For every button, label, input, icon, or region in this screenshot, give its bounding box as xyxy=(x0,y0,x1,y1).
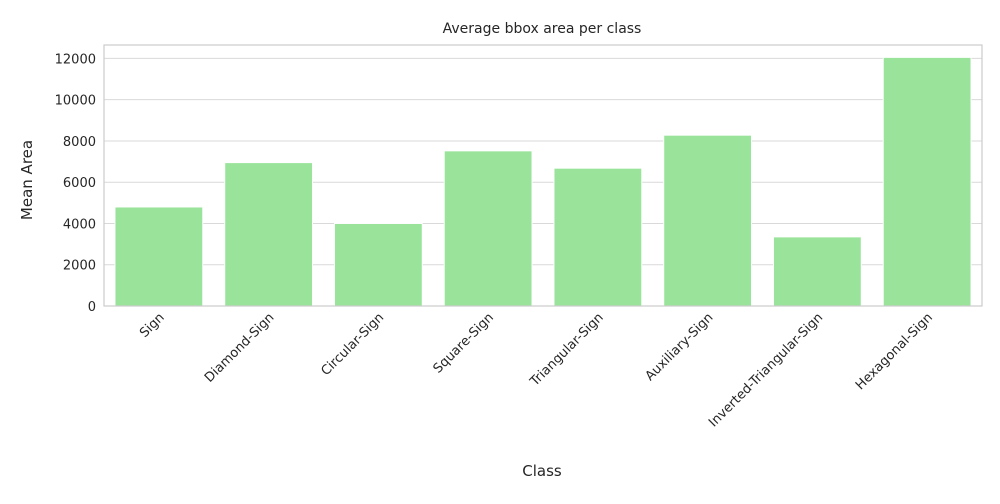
x-tick-label: Auxiliary-Sign xyxy=(643,310,717,384)
bar-diamond-sign xyxy=(224,162,314,307)
bar-inverted-triangular-sign xyxy=(772,236,862,307)
y-axis-label: Mean Area xyxy=(18,140,36,220)
bar-sign xyxy=(114,206,204,307)
y-tick-label: 6000 xyxy=(63,176,96,191)
x-tick-label: Hexagonal-Sign xyxy=(853,310,936,393)
x-tick-label: Circular-Sign xyxy=(318,310,387,379)
plot-frame xyxy=(103,44,983,307)
bar-square-sign xyxy=(443,150,533,307)
x-tick-label: Sign xyxy=(137,310,168,341)
bar-hexagonal-sign xyxy=(882,56,972,307)
x-tick-label: Triangular-Sign xyxy=(527,310,607,390)
bars xyxy=(114,56,972,307)
y-tick-label: 10000 xyxy=(55,94,96,109)
bar-triangular-sign xyxy=(553,167,643,307)
y-tick-label: 4000 xyxy=(63,217,96,232)
x-axis-label: Class xyxy=(522,462,562,480)
x-tick-label: Inverted-Triangular-Sign xyxy=(706,310,826,430)
y-tick-label: 0 xyxy=(88,300,96,315)
x-tick-label: Diamond-Sign xyxy=(202,310,277,385)
bar-auxiliary-sign xyxy=(663,134,753,307)
y-tick-labels: 0 2000 4000 6000 8000 10000 12000 xyxy=(55,52,96,315)
x-tick-labels: Sign Diamond-Sign Circular-Sign Square-Sign… xyxy=(137,310,936,430)
y-tick-label: 8000 xyxy=(63,135,96,150)
x-tick-label: Square-Sign xyxy=(431,310,497,376)
y-tick-label: 12000 xyxy=(55,52,96,67)
y-tick-label: 2000 xyxy=(63,259,96,274)
bar-circular-sign xyxy=(333,222,423,307)
chart-title: Average bbox area per class xyxy=(443,21,642,37)
